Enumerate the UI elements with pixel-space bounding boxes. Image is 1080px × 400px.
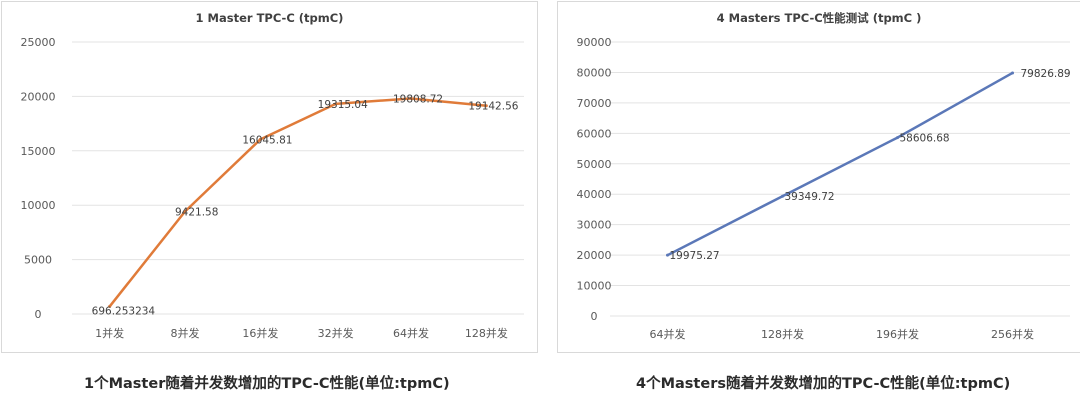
y-tick-label: 20000	[21, 90, 56, 103]
data-point	[896, 136, 899, 140]
y-tick-label: 0	[35, 308, 42, 321]
x-tick-label: 16并发	[242, 326, 278, 340]
y-tick-label: 10000	[577, 280, 612, 293]
y-tick-label: 40000	[577, 188, 612, 201]
data-label: 19142.56	[468, 101, 518, 113]
y-tick-label: 50000	[577, 158, 612, 171]
data-label: 58606.68	[900, 133, 950, 145]
y-tick-label: 60000	[577, 127, 612, 140]
data-point	[484, 104, 488, 108]
y-tick-label: 5000	[24, 254, 52, 267]
data-label: 39349.72	[785, 191, 835, 203]
data-label: 79826.89	[1021, 68, 1071, 80]
line-chart-1-master: 1 Master TPC-C (tpmC) 0 5000 10000 15000 2000…	[21, 11, 524, 340]
y-tick-label: 15000	[21, 145, 56, 158]
data-label: 9421.58	[175, 206, 218, 218]
chart-panel-1-master: 1 Master TPC-C (tpmC) 0 5000 10000 15000 2000…	[1, 1, 538, 353]
y-tick-label: 80000	[577, 66, 612, 79]
chart-panel-4-masters: 4 Masters TPC-C性能测试 (tpmC ) 0 10000 20000 30…	[557, 1, 1080, 353]
x-tick-label: 64并发	[393, 326, 429, 340]
data-point	[666, 253, 669, 257]
data-label: 19975.27	[670, 250, 720, 262]
y-tick-label: 25000	[21, 36, 56, 49]
chart-title: 4 Masters TPC-C性能测试 (tpmC )	[717, 11, 922, 25]
data-point	[781, 194, 784, 198]
data-label: 19315.04	[318, 99, 368, 111]
x-tick-label: 8并发	[171, 326, 200, 340]
x-tick-label: 64并发	[650, 327, 686, 341]
x-tick-label: 196并发	[876, 327, 919, 341]
y-tick-label: 10000	[21, 199, 56, 212]
y-tick-label: 30000	[577, 219, 612, 232]
line-chart-4-masters: 4 Masters TPC-C性能测试 (tpmC ) 0 10000 20000 30…	[577, 11, 1071, 341]
data-point	[258, 137, 262, 141]
data-point	[1011, 71, 1014, 75]
data-point	[183, 209, 187, 213]
y-tick-label: 90000	[577, 36, 612, 49]
data-point	[108, 304, 112, 308]
data-point	[334, 102, 338, 106]
y-tick-label: 0	[591, 310, 598, 323]
series-line	[108, 97, 488, 308]
series-line	[666, 71, 1014, 257]
data-label: 19808.72	[393, 93, 443, 105]
chart-title: 1 Master TPC-C (tpmC)	[196, 11, 344, 25]
data-label: 696.253234	[92, 305, 156, 317]
x-tick-label: 1并发	[95, 326, 124, 340]
x-tick-label: 128并发	[761, 327, 804, 341]
data-label: 16045.81	[242, 134, 292, 146]
y-tick-label: 20000	[577, 249, 612, 262]
y-tick-label: 70000	[577, 97, 612, 110]
data-point	[409, 96, 413, 100]
caption-1-master: 1个Master随着并发数增加的TPC-C性能(单位:tpmC)	[84, 376, 450, 392]
x-tick-label: 32并发	[318, 326, 354, 340]
x-tick-label: 256并发	[991, 327, 1034, 341]
x-tick-label: 128并发	[465, 326, 508, 340]
caption-4-masters: 4个Masters随着并发数增加的TPC-C性能(单位:tpmC)	[636, 376, 1011, 392]
